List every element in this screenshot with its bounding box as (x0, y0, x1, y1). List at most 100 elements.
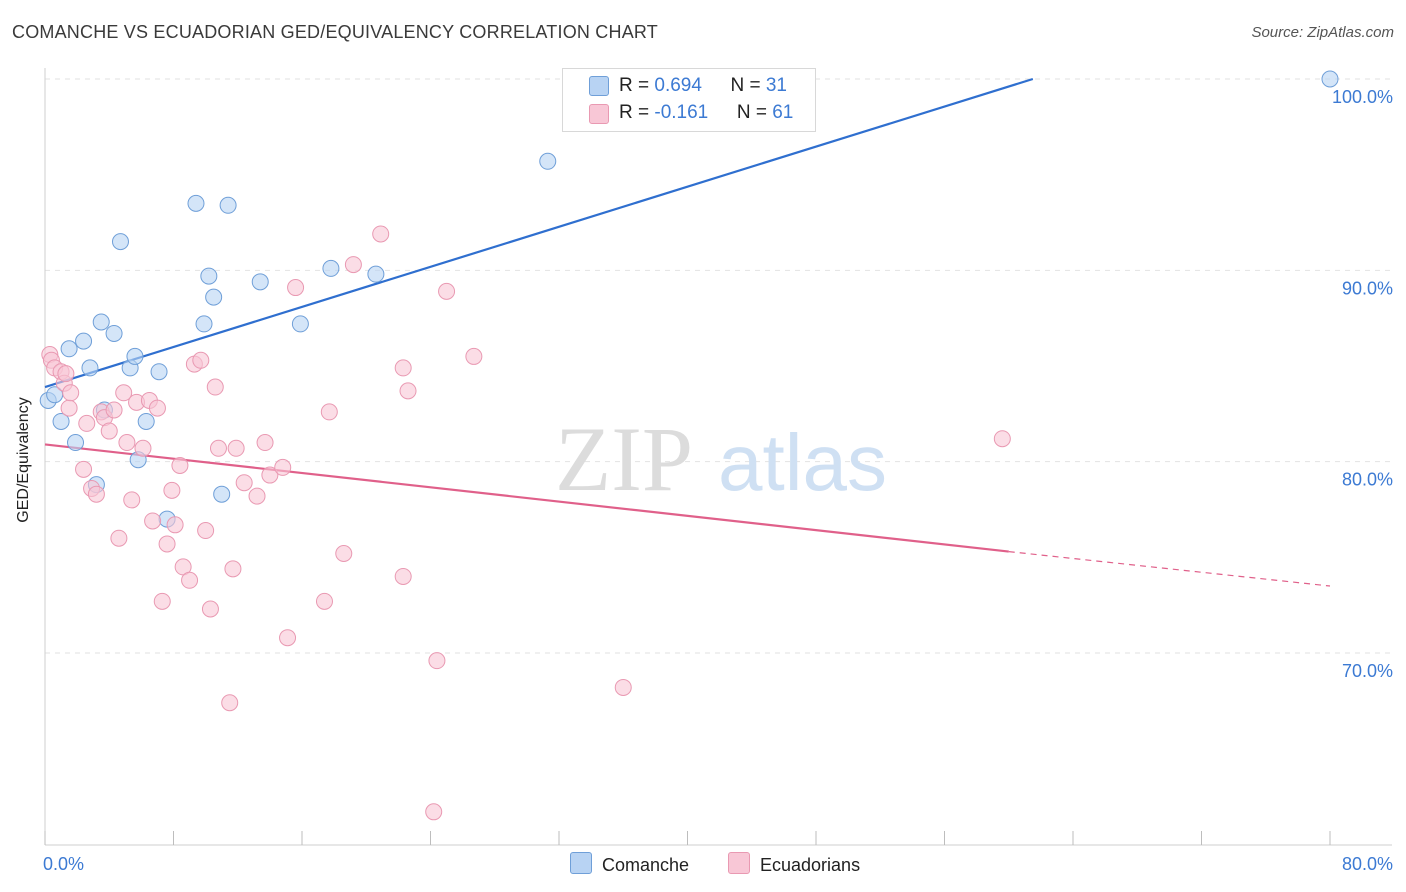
data-point-ecuadorians (153, 592, 171, 610)
data-point-ecuadorians (87, 485, 105, 503)
data-point-ecuadorians (428, 652, 446, 670)
data-point-ecuadorians (344, 256, 362, 274)
legend-r-value: 0.694 (654, 75, 702, 96)
data-point-comanche (195, 315, 213, 333)
data-point-ecuadorians (166, 516, 184, 534)
bottom-legend-ecuadorians: Ecuadorians (728, 852, 860, 876)
data-point-ecuadorians (425, 803, 443, 821)
data-point-ecuadorians (123, 491, 141, 509)
data-point-ecuadorians (315, 592, 333, 610)
legend-swatch-ecuadorians (589, 104, 609, 124)
legend: R = 0.694 N = 31 R = -0.161 N = 61 (562, 68, 816, 132)
legend-r-value: -0.161 (654, 102, 709, 123)
source-label: Source: ZipAtlas.com (1251, 24, 1394, 41)
data-point-ecuadorians (181, 571, 199, 589)
data-point-comanche (67, 434, 85, 452)
data-point-comanche (137, 412, 155, 430)
data-point-ecuadorians (206, 378, 224, 396)
trend-line-comanche (44, 77, 1034, 389)
legend-n-label: N = (736, 102, 773, 123)
data-point-ecuadorians (394, 567, 412, 585)
x-tick-label: 80.0% (1342, 854, 1393, 874)
x-tick-label: 0.0% (43, 854, 84, 874)
data-point-ecuadorians (110, 529, 128, 547)
bottom-legend-swatch-ecuadorians (728, 852, 750, 874)
data-point-comanche (291, 315, 309, 333)
legend-row-ecuadorians: R = -0.161 N = 61 (619, 102, 793, 124)
data-point-ecuadorians (60, 399, 78, 417)
data-point-ecuadorians (248, 487, 266, 505)
data-point-ecuadorians (235, 474, 253, 492)
tick-labels: 70.0% 80.0% 90.0% 100.0% 0.0% 80.0% (43, 87, 1393, 874)
bottom-legend-label-ecuadorians: Ecuadorians (760, 855, 861, 875)
trend-line-dashed-ecuadorians (1008, 550, 1331, 587)
data-point-ecuadorians (118, 434, 136, 452)
data-point-comanche (367, 265, 385, 283)
data-point-comanche (126, 347, 144, 365)
data-point-ecuadorians (279, 629, 297, 647)
data-point-ecuadorians (261, 466, 279, 484)
data-point-comanche (111, 233, 129, 251)
data-point-comanche (219, 196, 237, 214)
chart-title: COMANCHE VS ECUADORIAN GED/EQUIVALENCY C… (12, 22, 658, 42)
data-point-ecuadorians (105, 401, 123, 419)
data-point-ecuadorians (100, 422, 118, 440)
data-point-ecuadorians (287, 279, 305, 297)
legend-r-label: R = (619, 75, 655, 96)
watermark-atlas: atlas (718, 418, 887, 507)
bottom-legend-comanche: Comanche (570, 852, 689, 876)
data-point-ecuadorians (372, 225, 390, 243)
data-point-ecuadorians (62, 384, 80, 402)
watermark-zip: ZIP (555, 408, 693, 510)
data-point-comanche (1321, 70, 1339, 88)
data-point-ecuadorians (115, 384, 133, 402)
data-point-ecuadorians (335, 545, 353, 563)
data-point-ecuadorians (57, 365, 75, 383)
y-tick-label: 80.0% (1342, 470, 1393, 490)
y-tick-label: 70.0% (1342, 661, 1393, 681)
legend-n-value: 31 (765, 75, 787, 96)
data-point-ecuadorians (256, 434, 274, 452)
y-tick-label: 100.0% (1332, 87, 1393, 107)
data-point-comanche (75, 332, 93, 350)
data-point-comanche (150, 363, 168, 381)
data-point-ecuadorians (394, 359, 412, 377)
data-point-ecuadorians (171, 456, 189, 474)
legend-r-label: R = (619, 102, 655, 123)
legend-n-label: N = (730, 75, 766, 96)
data-point-comanche (251, 273, 269, 291)
legend-n-value: 61 (772, 102, 794, 123)
data-point-ecuadorians (148, 399, 166, 417)
data-point-ecuadorians (158, 535, 176, 553)
data-point-ecuadorians (144, 512, 162, 530)
data-point-comanche (52, 412, 70, 430)
data-point-ecuadorians (163, 481, 181, 499)
data-point-comanche (81, 359, 99, 377)
bottom-legend-swatch-comanche (570, 852, 592, 874)
data-point-ecuadorians (993, 430, 1011, 448)
legend-swatch-comanche (589, 76, 609, 96)
data-point-comanche (213, 485, 231, 503)
axes (44, 68, 1392, 846)
data-point-ecuadorians (320, 403, 338, 421)
grid-lines (45, 78, 1392, 654)
data-point-comanche (92, 313, 110, 331)
data-point-ecuadorians (209, 439, 227, 457)
trend-line-ecuadorians (44, 443, 1009, 553)
data-point-ecuadorians (465, 347, 483, 365)
data-point-ecuadorians (201, 600, 219, 618)
data-point-ecuadorians (438, 282, 456, 300)
data-point-comanche (539, 152, 557, 170)
y-tick-label: 90.0% (1342, 278, 1393, 298)
data-point-comanche (205, 288, 223, 306)
data-point-ecuadorians (224, 560, 242, 578)
data-point-ecuadorians (274, 458, 292, 476)
data-points (39, 70, 1339, 821)
legend-row-comanche: R = 0.694 N = 31 (619, 75, 787, 97)
data-point-comanche (105, 324, 123, 342)
data-point-ecuadorians (75, 460, 93, 478)
data-point-comanche (187, 194, 205, 212)
data-point-ecuadorians (197, 522, 215, 540)
data-point-ecuadorians (227, 439, 245, 457)
